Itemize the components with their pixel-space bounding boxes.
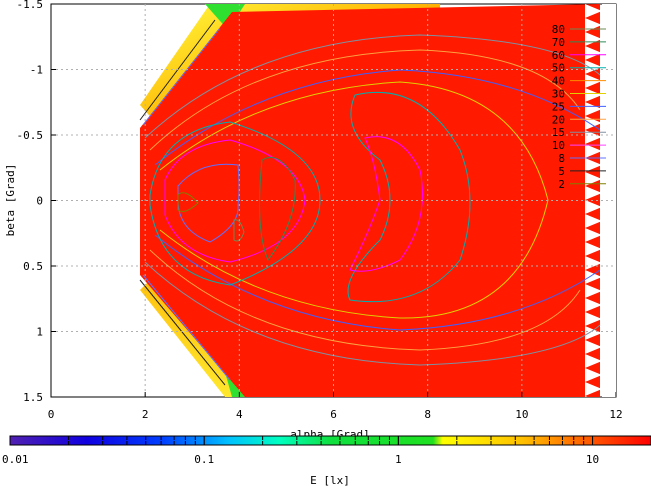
x-axis-ticks: 0 2 4 6 8 10 12 <box>48 392 623 421</box>
edge-notch <box>585 284 602 298</box>
grid-lines <box>51 4 616 397</box>
colorbar-ticks: 0.01 0.1 1 10 <box>2 436 651 466</box>
edge-notch <box>585 130 602 144</box>
edge-notch <box>585 340 602 354</box>
colorbar-label: E [lx] <box>310 474 350 486</box>
edge-notch <box>585 158 602 172</box>
legend-label: 25 <box>552 100 565 113</box>
edge-notch <box>585 326 602 340</box>
legend-label: 10 <box>552 139 565 152</box>
edge-notch <box>585 200 602 214</box>
y-tick-label: 0 <box>36 195 43 208</box>
legend-label: 50 <box>552 62 565 75</box>
contour-15 <box>144 34 601 366</box>
edge-notch <box>585 228 602 242</box>
edge-notch <box>585 256 602 270</box>
edge-notch <box>585 4 602 18</box>
legend-label: 60 <box>552 49 565 62</box>
edge-notch <box>585 298 602 312</box>
contour-80b <box>233 219 245 242</box>
legend-label: 2 <box>558 178 565 191</box>
contour-80 <box>177 192 199 212</box>
legend-label: 20 <box>552 113 565 126</box>
y-axis-label: beta [Grad] <box>4 164 17 237</box>
contour-25 <box>154 69 601 331</box>
contour-50 <box>164 139 306 263</box>
colorbar <box>9 435 651 446</box>
legend-label: 30 <box>552 88 565 101</box>
edge-notch <box>585 270 602 284</box>
x-tick-label: 8 <box>424 408 431 421</box>
legend-label: 80 <box>552 23 565 36</box>
edge-notch <box>585 102 602 116</box>
contour-40 <box>149 121 321 286</box>
y-axis-ticks: -1.5 -1 -0.5 0 0.5 1 1.5 <box>17 0 56 404</box>
contour-40b <box>347 91 471 303</box>
edge-notch <box>585 396 588 397</box>
edge-notch <box>585 60 602 74</box>
y-tick-label: 1 <box>36 326 43 339</box>
y-tick-label: 1.5 <box>23 391 43 404</box>
x-tick-label: 12 <box>609 408 622 421</box>
y-tick-label: 0.5 <box>23 260 43 273</box>
x-tick-label: 10 <box>515 408 528 421</box>
legend-label: 40 <box>552 75 565 88</box>
contour-70 <box>259 157 296 261</box>
edge-notch <box>585 382 602 396</box>
edge-notch <box>585 186 602 200</box>
y-tick-label: -1 <box>30 64 43 77</box>
edge-notch <box>585 354 602 368</box>
x-tick-label: 6 <box>330 408 337 421</box>
edge-notch <box>585 242 602 256</box>
legend-label: 70 <box>552 36 565 49</box>
x-tick-label: 0 <box>48 408 55 421</box>
x-tick-label: 2 <box>142 408 149 421</box>
edge-notch <box>585 172 602 186</box>
edge-blank <box>602 4 616 397</box>
edge-notch <box>585 144 602 158</box>
heatmap-field <box>140 4 600 397</box>
colorbar-tick-label: 0.01 <box>2 453 29 466</box>
edge-notch <box>585 46 602 60</box>
legend-label: 5 <box>558 165 565 178</box>
edge-notch <box>585 312 602 326</box>
edge-notch <box>585 214 602 228</box>
colorbar-tick-label: 0.1 <box>194 453 214 466</box>
x-tick-label: 4 <box>236 408 243 421</box>
contour-20 <box>149 49 581 351</box>
colorbar-tick-label: 1 <box>395 453 402 466</box>
contour-50b <box>349 136 423 272</box>
contour-60 <box>177 163 240 243</box>
y-tick-label: -0.5 <box>17 129 44 142</box>
y-tick-label: -1.5 <box>17 0 44 11</box>
edge-notch <box>585 88 602 102</box>
contour-8 <box>142 27 231 381</box>
heatmap-right-edge <box>585 4 616 397</box>
colorbar-tick-label: 10 <box>586 453 599 466</box>
edge-notch <box>585 368 602 382</box>
legend-label: 8 <box>558 152 565 165</box>
legend-label: 15 <box>552 126 565 139</box>
edge-notch <box>585 32 602 46</box>
